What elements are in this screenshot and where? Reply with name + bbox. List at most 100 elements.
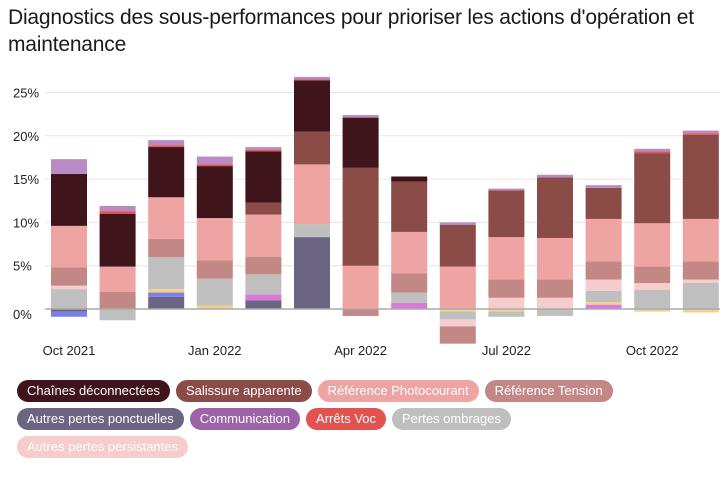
- bar-segment[interactable]: Référence Photocourant — Nov 2021: 4.8%: [148, 197, 185, 239]
- legend-item[interactable]: Salissure apparente: [175, 380, 312, 402]
- bar-segment[interactable]: Autres pertes persistantes — Jun 2022: 1…: [488, 297, 525, 309]
- bar-segment[interactable]: Référence Photocourant — Sep 2022: 5%: [634, 223, 671, 267]
- bar-stack[interactable]: Autres pertes ponctuelles — Feb 2022: 8.…: [294, 76, 330, 309]
- bar-segment[interactable]: Arrêts Voc — Jan 2022: 0.2%: [245, 149, 282, 152]
- bar-segment[interactable]: Référence Photocourant — Jun 2022: 4.9%: [488, 237, 525, 280]
- bar-segment[interactable]: Chaînes déconnectées — Nov 2021: 5.8%: [148, 147, 185, 198]
- bar-segment[interactable]: Marqueur jaune — Aug 2022: 0.3%: [585, 302, 622, 305]
- bar-stack[interactable]: Pertes ombrages — Jul 2022: -0.8%Autres …: [537, 174, 573, 316]
- bar-segment[interactable]: Communication — May 2022: 0.3%: [439, 222, 476, 225]
- bar-segment[interactable]: Salissure apparente — Mar 2022: 11.3%: [342, 167, 379, 266]
- bar-segment[interactable]: Pertes ombrages — Jan 2022: 2.3%: [245, 274, 282, 295]
- bar-segment[interactable]: Salissure apparente — Sep 2022: 8.1%: [634, 153, 671, 224]
- bar-segment[interactable]: Communication — Aug 2022: 0.3%: [585, 185, 622, 188]
- bar-stack[interactable]: Marqueur jaune — Oct 2022: -0.4%Pertes o…: [682, 130, 719, 313]
- bar-segment[interactable]: Marqueur jaune — Sep 2022: -0.3%: [634, 309, 671, 312]
- bar-segment[interactable]: Référence Tension — Jul 2022: 2.1%: [537, 279, 573, 298]
- bar-segment[interactable]: Communication — Mar 2022: 0.3%: [342, 115, 379, 118]
- bar-segment[interactable]: Autres pertes ponctuelles — Sep 2021: -0…: [51, 309, 87, 312]
- bar-segment[interactable]: Marqueur jaune — Jun 2022: -0.3%: [488, 309, 525, 312]
- bar-segment[interactable]: Référence Photocourant — Oct 2021: 2.9%: [99, 266, 136, 292]
- bar-segment[interactable]: Référence Tension — Sep 2021: 2.1%: [51, 267, 87, 286]
- bar-segment[interactable]: Chaînes déconnectées — Feb 2022: 5.9%: [294, 80, 330, 132]
- bar-segment[interactable]: Référence Photocourant — Aug 2022: 4.9%: [585, 218, 622, 262]
- bar-stack[interactable]: Marqueur jaune — Dec 2021: 0.4%Pertes om…: [196, 156, 233, 309]
- bar-stack[interactable]: Marqueur jaune — Jun 2022: -0.3%Pertes o…: [488, 188, 525, 317]
- bar-stack[interactable]: Autres pertes ponctuelles — Sep 2021: -0…: [51, 159, 87, 317]
- bar-stack[interactable]: Marqueur rose — Aug 2022: 0.5%Marqueur j…: [585, 185, 622, 309]
- bar-segment[interactable]: Chaînes déconnectées — Mar 2022: 5.8%: [342, 117, 379, 168]
- bar-segment[interactable]: Référence Photocourant — Sep 2021: 4.8%: [51, 225, 87, 268]
- bar-segment[interactable]: Arrêts Voc — Dec 2021: 0.2%: [196, 164, 233, 167]
- bar-segment[interactable]: Marqueur bleu — Sep 2021: -0.6%: [51, 311, 87, 317]
- bar-segment[interactable]: Autres pertes persistantes — Sep 2022: 0…: [634, 283, 671, 290]
- bar-segment[interactable]: Communication — Oct 2022: 0.3%: [682, 130, 719, 134]
- bar-segment[interactable]: Chaînes déconnectées — Oct 2021: 6.1%: [99, 213, 136, 267]
- bar-segment[interactable]: Arrêts Voc — Feb 2022: 0.1%: [294, 79, 330, 81]
- legend-item[interactable]: Pertes ombrages: [392, 408, 511, 430]
- bar-segment[interactable]: Communication — Sep 2022: 0.3%: [634, 148, 671, 152]
- bar-segment[interactable]: Pertes ombrages — Oct 2022: 3%: [682, 283, 719, 309]
- bar-segment[interactable]: Référence Photocourant — Feb 2022: 6.9%: [294, 164, 330, 225]
- bar-segment[interactable]: Référence Tension — Apr 2022: 2.2%: [391, 273, 428, 293]
- bar-segment[interactable]: Pertes ombrages — Sep 2021: 2.3%: [51, 289, 87, 309]
- bar-segment[interactable]: Référence Tension — Oct 2022: 2.1%: [682, 261, 719, 280]
- bar-segment[interactable]: Référence Tension — Jun 2022: 2.1%: [488, 279, 525, 298]
- bar-segment[interactable]: Autres pertes ponctuelles — Feb 2022: 8.…: [294, 237, 330, 309]
- bar-segment[interactable]: Référence Tension — Sep 2022: 1.9%: [634, 266, 671, 284]
- bar-segment[interactable]: Salissure apparente — Jul 2022: 7%: [537, 177, 573, 238]
- bar-stack[interactable]: Marqueur jaune — May 2022: -0.3%Pertes o…: [439, 222, 476, 344]
- bar-segment[interactable]: Pertes ombrages — Feb 2022: 1.5%: [294, 224, 330, 238]
- bar-segment[interactable]: Salissure apparente — Apr 2022: 5.8%: [391, 181, 428, 232]
- bar-segment[interactable]: Communication — Nov 2021: 0.6%: [148, 140, 185, 146]
- bar-segment[interactable]: Chaînes déconnectées — Dec 2021: 6%: [196, 166, 233, 219]
- bar-segment[interactable]: Chaînes déconnectées — Sep 2021: 6%: [51, 173, 87, 226]
- bar-segment[interactable]: Salissure apparente — Oct 2022: 9.7%: [682, 134, 719, 219]
- bar-segment[interactable]: Autres pertes persistantes — Sep 2021: 0…: [51, 285, 87, 290]
- bar-segment[interactable]: Communication — Jul 2022: 0.3%: [537, 174, 573, 178]
- bar-stack[interactable]: Référence Tension — Mar 2022: -0.8%Référ…: [342, 115, 379, 316]
- legend-item[interactable]: Autres pertes persistantes: [17, 436, 189, 458]
- bar-segment[interactable]: Référence Photocourant — Dec 2021: 4.9%: [196, 218, 233, 261]
- bar-segment[interactable]: Pertes ombrages — Nov 2021: 3.7%: [148, 257, 185, 290]
- bar-segment[interactable]: Salissure apparente — Jun 2022: 5.4%: [488, 190, 525, 238]
- bar-segment[interactable]: Arrêts Voc — Nov 2021: 0.2%: [148, 145, 185, 148]
- bar-segment[interactable]: Référence Photocourant — May 2022: 4.9%: [439, 266, 476, 309]
- bar-segment[interactable]: Communication — Dec 2021: 0.9%: [196, 156, 233, 165]
- legend-item[interactable]: Autres pertes ponctuelles: [17, 408, 184, 430]
- bar-segment[interactable]: Chaînes déconnectées — Apr 2022: 0.6%: [391, 176, 428, 182]
- bar-segment[interactable]: Autres pertes persistantes — Oct 2022: 0…: [682, 279, 719, 284]
- bar-segment[interactable]: Référence Photocourant — Apr 2022: 4.8%: [391, 231, 428, 274]
- bar-segment[interactable]: Autres pertes persistantes — May 2022: -…: [439, 319, 476, 327]
- bar-segment[interactable]: Pertes ombrages — Aug 2022: 1.3%: [585, 290, 622, 303]
- bar-segment[interactable]: Autres pertes ponctuelles — Nov 2021: 1.…: [148, 296, 185, 309]
- bar-stack[interactable]: Pertes ombrages — Oct 2021: -1.3%Référen…: [99, 205, 136, 321]
- bar-segment[interactable]: Référence Tension — Aug 2022: 2.1%: [585, 261, 622, 280]
- bar-segment[interactable]: Pertes ombrages — Jun 2022: -0.6%: [488, 311, 525, 317]
- bar-segment[interactable]: Référence Tension — Dec 2021: 2.1%: [196, 260, 233, 279]
- bar-segment[interactable]: Référence Photocourant — Oct 2022: 4.9%: [682, 218, 719, 262]
- bar-segment[interactable]: Salissure apparente — Feb 2022: 3.8%: [294, 131, 330, 165]
- bar-segment[interactable]: Autres pertes persistantes — Aug 2022: 1…: [585, 279, 622, 291]
- bar-stack[interactable]: Marqueur rose — Apr 2022: 0.7%Pertes omb…: [391, 176, 428, 309]
- legend-item[interactable]: Communication: [189, 408, 301, 430]
- bar-segment[interactable]: Salissure apparente — May 2022: 4.8%: [439, 224, 476, 267]
- bar-segment[interactable]: Référence Tension — Oct 2021: 2%: [99, 291, 136, 309]
- bar-segment[interactable]: Communication — Sep 2021: 1.7%: [51, 159, 87, 174]
- bar-segment[interactable]: Marqueur jaune — Dec 2021: 0.4%: [196, 305, 233, 309]
- bar-segment[interactable]: Pertes ombrages — May 2022: -0.9%: [439, 311, 476, 320]
- bar-segment[interactable]: Arrêts Voc — Sep 2022: 0.2%: [634, 151, 671, 154]
- bar-segment[interactable]: Référence Tension — Nov 2021: 2.1%: [148, 238, 185, 258]
- bar-segment[interactable]: Référence Tension — Jan 2022: 2%: [245, 257, 282, 275]
- bar-segment[interactable]: Autres pertes ponctuelles — Jan 2022: 1%: [245, 300, 282, 309]
- bar-segment[interactable]: Référence Photocourant — Jul 2022: 4.8%: [537, 237, 573, 280]
- bar-segment[interactable]: Pertes ombrages — Oct 2021: -1.3%: [99, 309, 136, 321]
- bar-segment[interactable]: Marqueur jaune — Oct 2022: -0.4%: [682, 309, 719, 313]
- bar-segment[interactable]: Référence Photocourant — Mar 2022: 5%: [342, 265, 379, 309]
- bar-segment[interactable]: Référence Tension — Mar 2022: -0.8%: [342, 309, 379, 316]
- bar-segment[interactable]: Communication — Jun 2022: 0.2%: [488, 188, 525, 191]
- bar-segment[interactable]: Marqueur jaune — Nov 2021: 0.4%: [148, 289, 185, 293]
- legend-item[interactable]: Référence Photocourant: [317, 380, 479, 402]
- bar-stack[interactable]: Autres pertes ponctuelles — Nov 2021: 1.…: [148, 140, 185, 309]
- legend-item[interactable]: Référence Tension: [484, 380, 613, 402]
